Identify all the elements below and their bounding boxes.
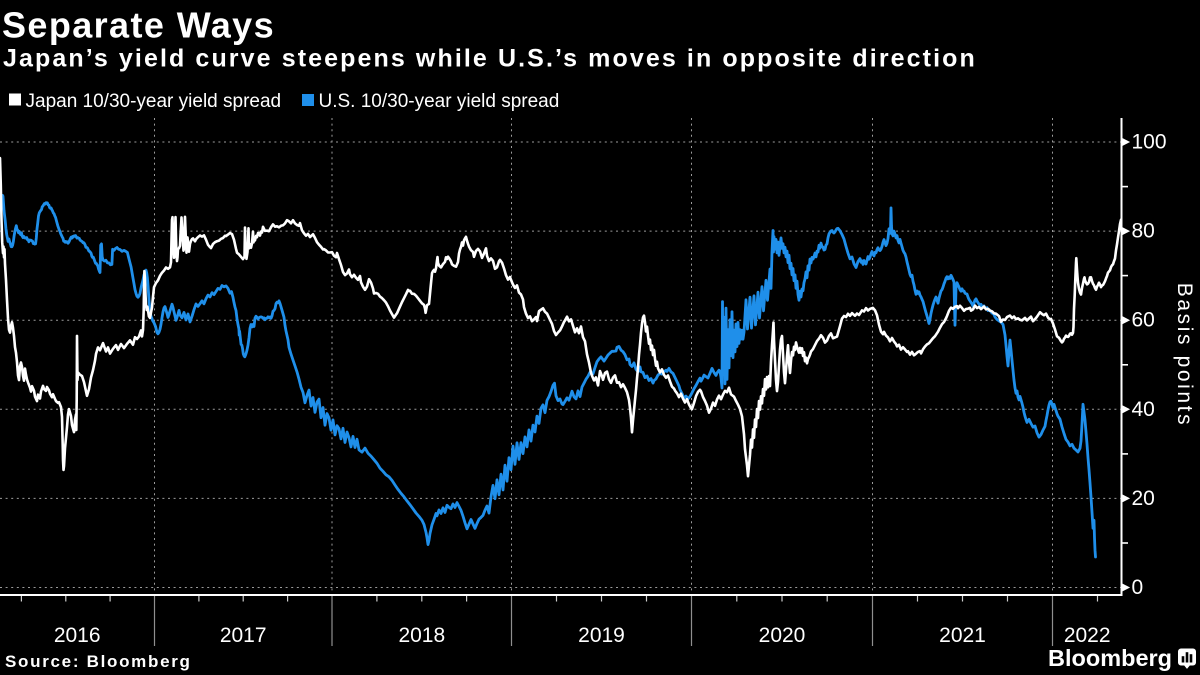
svg-text:2022: 2022 bbox=[1064, 624, 1111, 647]
svg-text:2016: 2016 bbox=[54, 624, 101, 647]
svg-text:0: 0 bbox=[1132, 576, 1144, 599]
svg-text:2020: 2020 bbox=[759, 624, 806, 647]
svg-text:Source: Bloomberg: Source: Bloomberg bbox=[5, 652, 192, 671]
svg-text:Japan 10/30-year yield spread: Japan 10/30-year yield spread bbox=[26, 91, 282, 112]
svg-text:U.S. 10/30-year yield spread: U.S. 10/30-year yield spread bbox=[319, 91, 560, 112]
svg-text:Separate Ways: Separate Ways bbox=[2, 5, 275, 46]
svg-text:2017: 2017 bbox=[220, 624, 267, 647]
svg-text:2018: 2018 bbox=[398, 624, 445, 647]
svg-text:2019: 2019 bbox=[578, 624, 625, 647]
svg-text:Basis points: Basis points bbox=[1173, 283, 1196, 427]
svg-text:60: 60 bbox=[1132, 309, 1155, 332]
svg-text:20: 20 bbox=[1132, 487, 1155, 510]
svg-text:Japan’s yield curve steepens w: Japan’s yield curve steepens while U.S.’… bbox=[3, 45, 977, 73]
svg-text:Bloomberg: Bloomberg bbox=[1048, 645, 1172, 671]
svg-text:100: 100 bbox=[1132, 131, 1167, 154]
svg-text:40: 40 bbox=[1132, 398, 1155, 421]
svg-text:2021: 2021 bbox=[939, 624, 986, 647]
svg-text:80: 80 bbox=[1132, 220, 1155, 243]
